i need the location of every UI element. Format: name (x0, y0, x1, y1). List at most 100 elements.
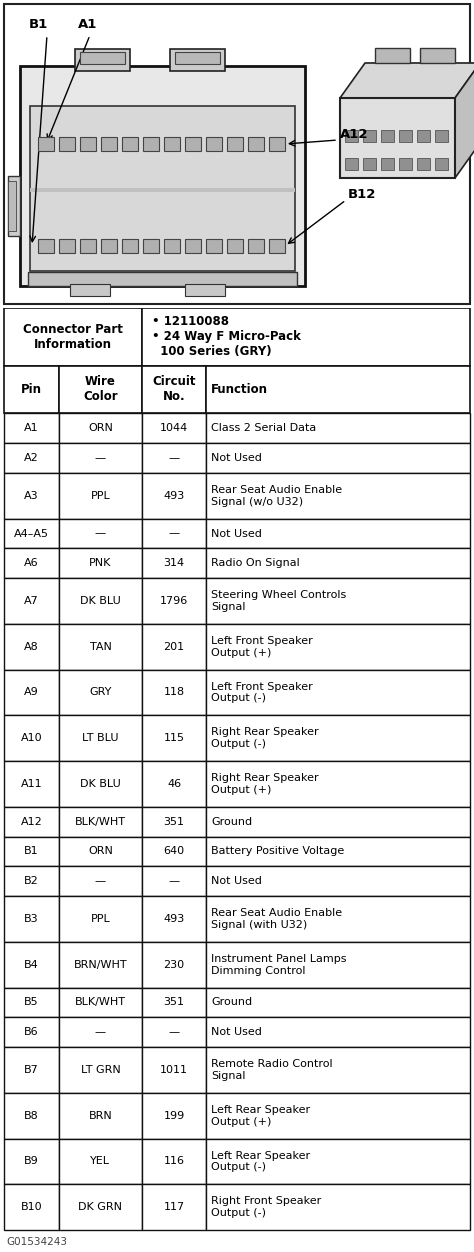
Bar (345, 130, 358, 141)
Text: A12: A12 (340, 128, 368, 141)
Bar (4, 443, 59, 473)
Text: Circuit
No.: Circuit No. (152, 376, 196, 403)
Text: 351: 351 (164, 998, 184, 1008)
Bar (59, 239, 75, 253)
Text: Right Rear Speaker
Output (-): Right Rear Speaker Output (-) (211, 727, 319, 749)
Text: —: — (95, 876, 106, 886)
Bar (142, 670, 206, 715)
Bar (142, 1093, 206, 1138)
Text: —: — (95, 1028, 106, 1038)
Bar (170, 49, 225, 71)
Text: Not Used: Not Used (211, 528, 262, 538)
Bar (4, 1184, 59, 1229)
Bar (375, 48, 410, 63)
Text: BLK/WHT: BLK/WHT (75, 816, 126, 826)
Text: DK GRN: DK GRN (79, 1202, 122, 1212)
Bar (142, 578, 206, 623)
Bar (59, 1047, 142, 1093)
Text: 1011: 1011 (160, 1065, 188, 1075)
Text: A8: A8 (24, 642, 39, 652)
Text: Right Front Speaker
Output (-): Right Front Speaker Output (-) (211, 1197, 321, 1218)
Text: Left Front Speaker
Output (+): Left Front Speaker Output (+) (211, 636, 313, 657)
Text: 117: 117 (164, 1202, 185, 1212)
Text: PPL: PPL (91, 914, 110, 924)
Text: Class 2 Serial Data: Class 2 Serial Data (211, 423, 317, 433)
Text: B7: B7 (24, 1065, 39, 1075)
Bar (345, 158, 358, 170)
Bar (59, 670, 142, 715)
Text: 1044: 1044 (160, 423, 188, 433)
Bar (142, 988, 206, 1018)
Bar (206, 988, 470, 1018)
Bar (4, 1138, 59, 1184)
Bar (142, 366, 206, 413)
Bar (4, 715, 59, 761)
Text: B12: B12 (348, 188, 376, 202)
Text: Radio On Signal: Radio On Signal (211, 558, 300, 568)
Bar (59, 136, 75, 151)
Bar (420, 48, 455, 63)
Bar (143, 136, 159, 151)
Bar (381, 130, 394, 141)
Text: Battery Positive Voltage: Battery Positive Voltage (211, 846, 345, 856)
Bar (142, 715, 206, 761)
Bar (4, 1093, 59, 1138)
Text: Rear Seat Audio Enable
Signal (w/o U32): Rear Seat Audio Enable Signal (w/o U32) (211, 485, 342, 507)
Bar (142, 623, 206, 670)
Bar (185, 239, 201, 253)
Text: Instrument Panel Lamps
Dimming Control: Instrument Panel Lamps Dimming Control (211, 954, 347, 975)
Bar (206, 366, 470, 413)
Bar (59, 1093, 142, 1138)
Bar (4, 308, 142, 366)
Text: Not Used: Not Used (211, 1028, 262, 1038)
Text: PPL: PPL (91, 491, 110, 501)
Text: Left Rear Speaker
Output (+): Left Rear Speaker Output (+) (211, 1106, 310, 1127)
Bar (363, 130, 376, 141)
Bar (142, 942, 206, 988)
Bar (80, 53, 125, 64)
Bar (4, 1047, 59, 1093)
Bar (164, 136, 180, 151)
Bar (185, 136, 201, 151)
Text: 46: 46 (167, 779, 181, 789)
Text: PNK: PNK (89, 558, 112, 568)
Bar (227, 136, 243, 151)
Text: LT BLU: LT BLU (82, 734, 118, 744)
Bar (142, 866, 206, 896)
Bar (142, 806, 206, 836)
Bar (381, 158, 394, 170)
Bar (417, 158, 430, 170)
Text: —: — (169, 1028, 180, 1038)
Bar (269, 239, 285, 253)
Text: Pin: Pin (21, 383, 42, 396)
Text: B10: B10 (21, 1202, 42, 1212)
Bar (4, 473, 59, 518)
Text: 1796: 1796 (160, 596, 188, 606)
Text: B6: B6 (24, 1028, 39, 1038)
Bar (59, 806, 142, 836)
Text: A1: A1 (24, 423, 39, 433)
Text: A7: A7 (24, 596, 39, 606)
Text: Right Rear Speaker
Output (+): Right Rear Speaker Output (+) (211, 772, 319, 795)
Bar (4, 548, 59, 578)
Text: Wire
Color: Wire Color (83, 376, 118, 403)
Bar (142, 1138, 206, 1184)
Bar (59, 548, 142, 578)
Bar (142, 473, 206, 518)
Bar (142, 1018, 206, 1047)
Text: B2: B2 (24, 876, 39, 886)
Bar (101, 136, 117, 151)
Text: ORN: ORN (88, 423, 113, 433)
Bar (206, 670, 470, 715)
Text: 118: 118 (164, 687, 185, 697)
Bar (4, 518, 59, 548)
Bar (59, 1184, 142, 1229)
Text: A4–A5: A4–A5 (14, 528, 49, 538)
Bar (4, 578, 59, 623)
Text: Connector Part
Information: Connector Part Information (23, 323, 123, 351)
Bar (75, 49, 130, 71)
Text: 640: 640 (164, 846, 185, 856)
Bar (142, 443, 206, 473)
Bar (206, 1047, 470, 1093)
Text: YEL: YEL (91, 1157, 110, 1167)
